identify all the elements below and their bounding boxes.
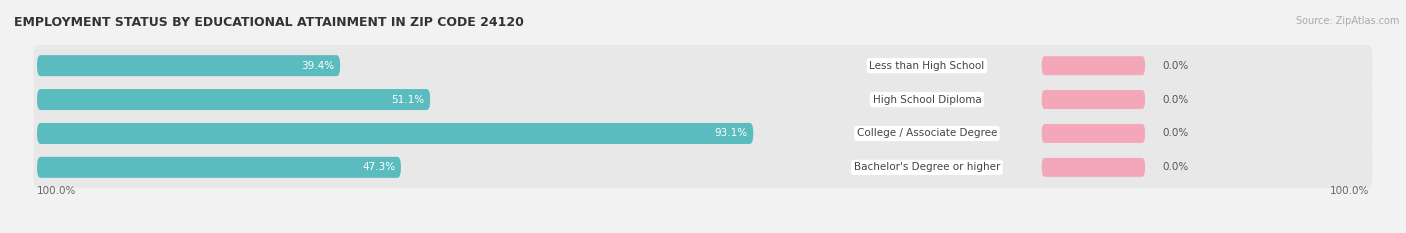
Text: 100.0%: 100.0% <box>1330 186 1369 196</box>
Text: 47.3%: 47.3% <box>363 162 395 172</box>
FancyBboxPatch shape <box>37 123 754 144</box>
Text: 0.0%: 0.0% <box>1163 128 1188 138</box>
Text: Less than High School: Less than High School <box>869 61 984 71</box>
Text: Bachelor's Degree or higher: Bachelor's Degree or higher <box>853 162 1000 172</box>
FancyBboxPatch shape <box>1042 56 1144 75</box>
Text: College / Associate Degree: College / Associate Degree <box>856 128 997 138</box>
Text: High School Diploma: High School Diploma <box>873 95 981 105</box>
FancyBboxPatch shape <box>34 79 1372 120</box>
FancyBboxPatch shape <box>34 113 1372 154</box>
Text: 51.1%: 51.1% <box>391 95 425 105</box>
FancyBboxPatch shape <box>37 89 430 110</box>
Text: 100.0%: 100.0% <box>37 186 76 196</box>
Text: 0.0%: 0.0% <box>1163 162 1188 172</box>
Text: 0.0%: 0.0% <box>1163 61 1188 71</box>
FancyBboxPatch shape <box>1042 124 1144 143</box>
Text: 0.0%: 0.0% <box>1163 95 1188 105</box>
FancyBboxPatch shape <box>34 45 1372 86</box>
FancyBboxPatch shape <box>34 147 1372 188</box>
Text: Source: ZipAtlas.com: Source: ZipAtlas.com <box>1295 16 1399 26</box>
FancyBboxPatch shape <box>1042 90 1144 109</box>
Text: EMPLOYMENT STATUS BY EDUCATIONAL ATTAINMENT IN ZIP CODE 24120: EMPLOYMENT STATUS BY EDUCATIONAL ATTAINM… <box>14 16 524 29</box>
FancyBboxPatch shape <box>37 157 401 178</box>
FancyBboxPatch shape <box>37 55 340 76</box>
Text: 39.4%: 39.4% <box>301 61 335 71</box>
FancyBboxPatch shape <box>1042 158 1144 177</box>
Text: 93.1%: 93.1% <box>714 128 748 138</box>
